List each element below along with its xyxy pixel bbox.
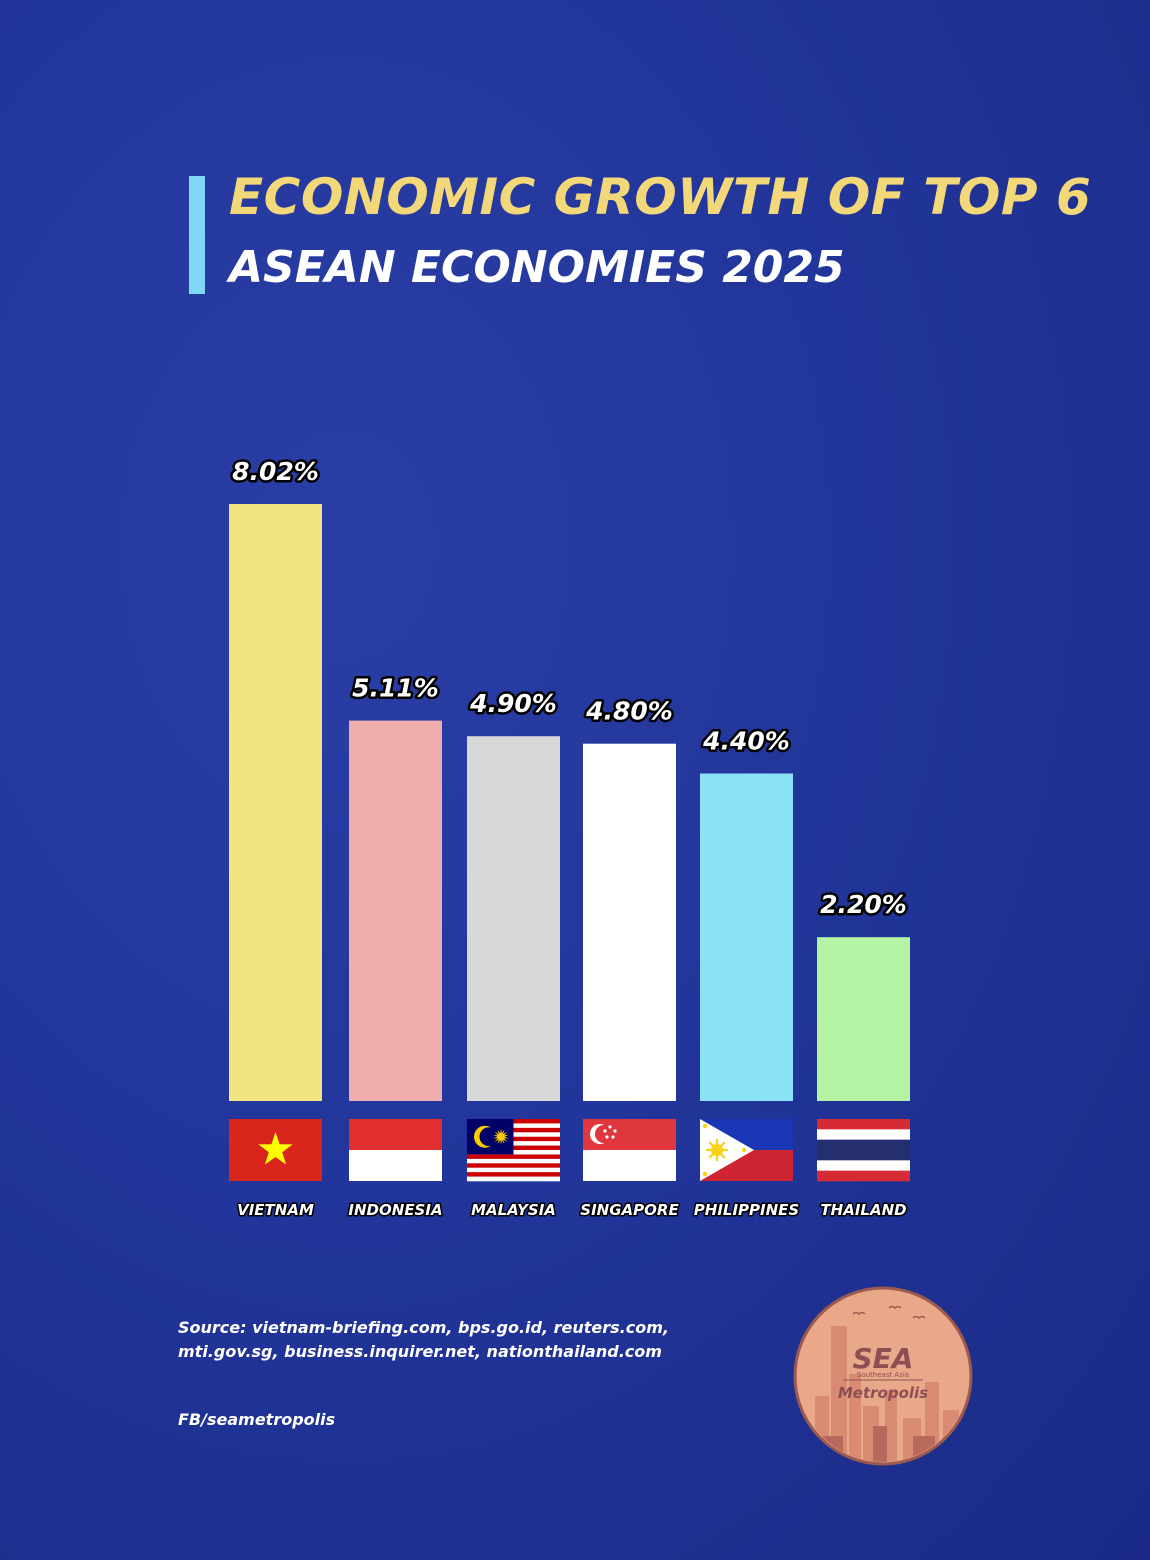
category-label-thailand: THAILAND [820, 1201, 906, 1219]
logo-name-text: Metropolis [838, 1384, 928, 1402]
category-label-indonesia: INDONESIA [348, 1201, 442, 1219]
bar-singapore [583, 743, 676, 1101]
singapore-flag-icon [583, 1119, 676, 1181]
bar-thailand [817, 937, 910, 1101]
category-label-malaysia: MALAYSIA [471, 1201, 556, 1219]
sea-metropolis-logo-icon: SEA Southeast Asia Metropolis [793, 1286, 973, 1466]
chart-title: ECONOMIC GROWTH OF TOP 6 [229, 168, 1092, 226]
philippines-flag-icon [700, 1119, 793, 1181]
source-text: Source: vietnam-briefing.com, bps.go.id,… [178, 1318, 669, 1361]
value-label-vietnam: 8.02% [232, 457, 319, 486]
category-label-vietnam: VIETNAM [237, 1201, 314, 1219]
bar-chart: 8.02% VIETNAM 5.11% INDONESIA 4.90% MALAYSIA 4… [229, 455, 910, 1221]
thailand-flag-icon [817, 1119, 910, 1182]
category-label-singapore: SINGAPORE [580, 1201, 679, 1219]
logo-sub-text: Southeast Asia [857, 1371, 909, 1379]
indonesia-flag-icon [349, 1119, 442, 1181]
logo-main-text: SEA [853, 1342, 914, 1375]
title-accent-bar [189, 176, 205, 294]
value-label-singapore: 4.80% [585, 697, 673, 726]
chart-subtitle: ASEAN ECONOMIES 2025 [229, 242, 845, 293]
bar-malaysia [467, 736, 560, 1101]
value-label-indonesia: 5.11% [352, 674, 439, 703]
value-label-philippines: 4.40% [702, 727, 790, 756]
value-label-thailand: 2.20% [820, 890, 907, 919]
bar-indonesia [349, 720, 442, 1101]
bar-philippines [700, 773, 793, 1101]
facebook-handle: FB/seametropolis [178, 1410, 336, 1429]
malaysia-flag-icon [467, 1119, 560, 1182]
bar-vietnam [229, 504, 322, 1101]
vietnam-flag-icon [229, 1119, 322, 1181]
category-label-philippines: PHILIPPINES [694, 1201, 799, 1219]
value-label-malaysia: 4.90% [469, 689, 557, 718]
